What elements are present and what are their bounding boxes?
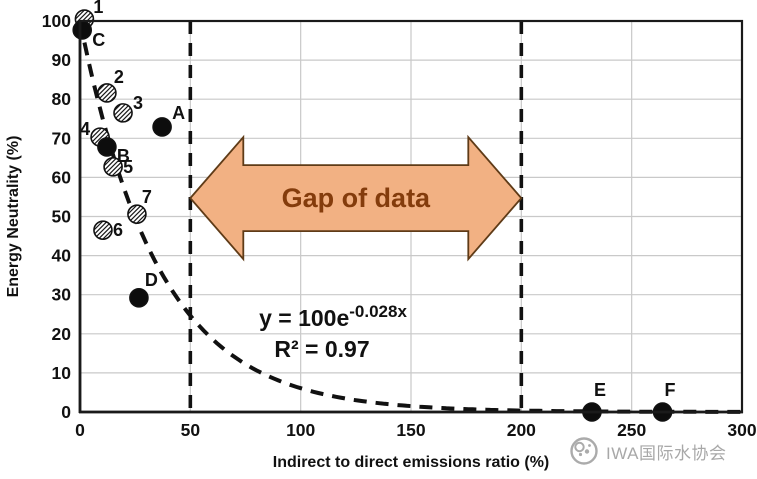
point-D bbox=[129, 288, 149, 308]
point-label-A: A bbox=[172, 103, 185, 123]
y-tick-label: 90 bbox=[52, 50, 72, 70]
x-tick-label: 50 bbox=[181, 420, 201, 440]
x-tick-label: 300 bbox=[727, 420, 756, 440]
point-label-5: 5 bbox=[123, 157, 133, 177]
y-tick-label: 60 bbox=[52, 167, 72, 187]
trendline-r-squared: R² = 0.97 bbox=[274, 336, 369, 362]
y-axis-title: Energy Neutrality (%) bbox=[5, 136, 22, 298]
y-tick-label: 100 bbox=[42, 11, 71, 31]
point-7 bbox=[127, 204, 147, 224]
point-label-2: 2 bbox=[114, 67, 124, 87]
x-tick-label: 100 bbox=[286, 420, 315, 440]
trendline-equation: y = 100e-0.028x bbox=[259, 302, 407, 331]
trendline-curve bbox=[78, 20, 742, 414]
x-tick-label: 200 bbox=[507, 420, 536, 440]
y-tick-label: 10 bbox=[52, 363, 72, 383]
point-2 bbox=[97, 83, 117, 103]
point-A bbox=[152, 117, 172, 137]
point-3 bbox=[113, 103, 133, 123]
point-C bbox=[72, 20, 93, 40]
y-tick-label: 20 bbox=[52, 324, 72, 344]
point-B bbox=[97, 137, 117, 157]
point-label-F: F bbox=[665, 380, 676, 400]
y-tick-label: 80 bbox=[52, 89, 72, 109]
y-tick-label: 40 bbox=[52, 246, 72, 266]
y-tick-label: 30 bbox=[52, 285, 72, 305]
gap-arrow-label: Gap of data bbox=[282, 183, 431, 213]
x-tick-label: 250 bbox=[617, 420, 646, 440]
point-label-7: 7 bbox=[142, 187, 152, 207]
x-tick-label: 0 bbox=[75, 420, 85, 440]
point-label-6: 6 bbox=[113, 220, 123, 240]
x-axis-title: Indirect to direct emissions ratio (%) bbox=[273, 454, 550, 471]
point-6 bbox=[93, 220, 113, 240]
y-tick-label: 50 bbox=[52, 207, 72, 227]
point-label-E: E bbox=[594, 380, 606, 400]
point-label-B: B bbox=[117, 146, 130, 166]
point-label-3: 3 bbox=[133, 93, 143, 113]
point-label-4: 4 bbox=[80, 119, 90, 139]
y-tick-label: 70 bbox=[52, 128, 72, 148]
y-tick-label: 0 bbox=[61, 402, 71, 422]
x-tick-label: 150 bbox=[396, 420, 425, 440]
point-5 bbox=[103, 157, 123, 177]
point-label-C: C bbox=[92, 30, 105, 50]
gap-arrow bbox=[189, 134, 523, 262]
point-label-1: 1 bbox=[93, 0, 103, 17]
point-label-D: D bbox=[145, 270, 158, 290]
